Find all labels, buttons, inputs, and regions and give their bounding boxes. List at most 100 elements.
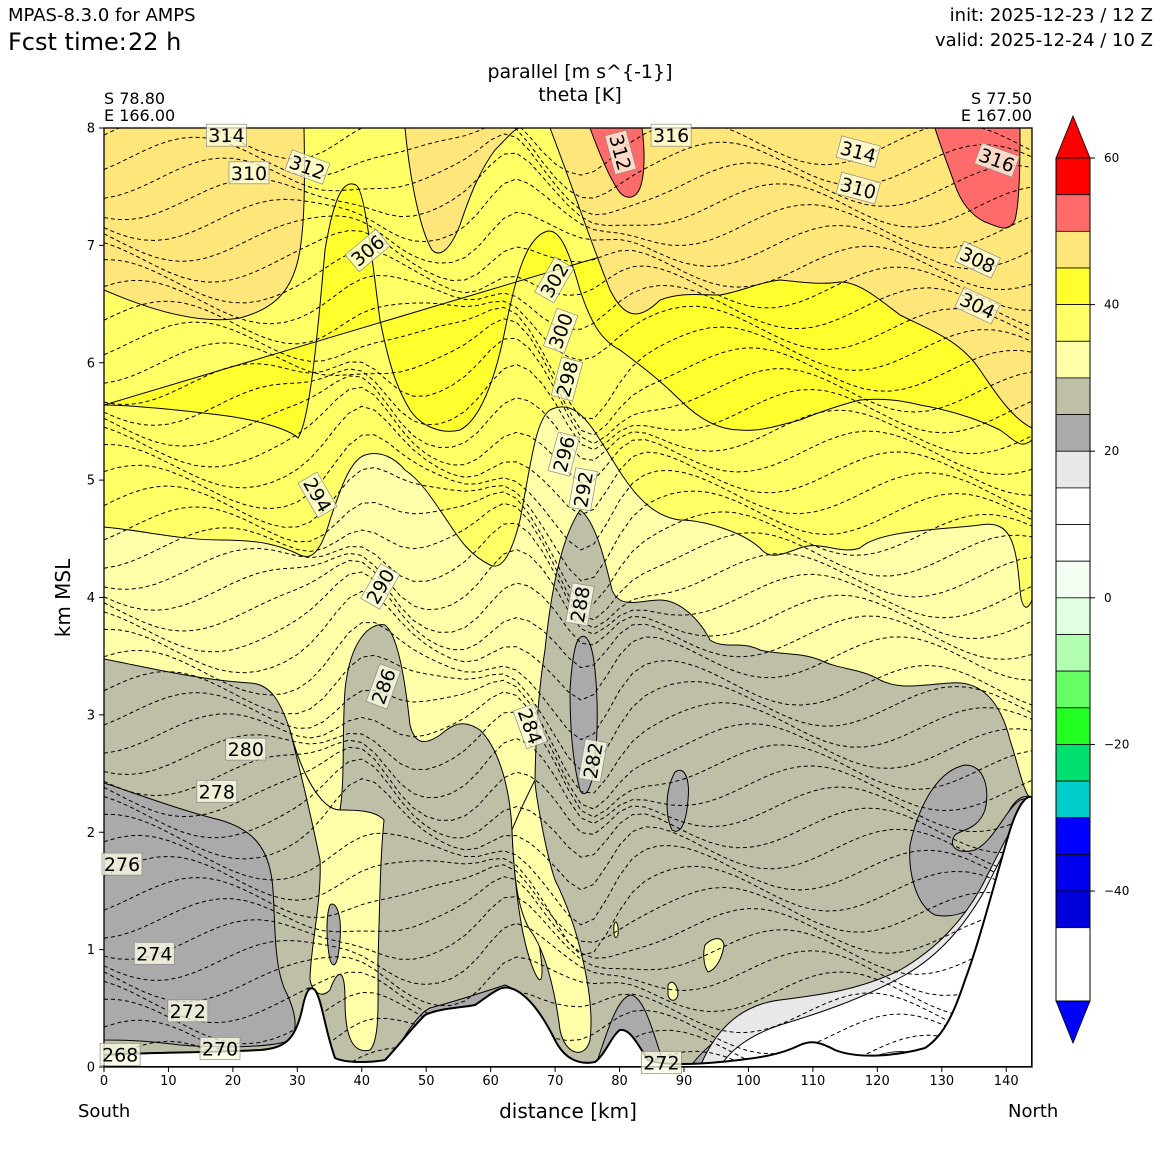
- terrain: [104, 795, 1032, 1067]
- colorbar-level: [1055, 597, 1091, 635]
- x-tick-label: 120: [865, 1074, 890, 1089]
- x-tick-label: 140: [994, 1074, 1019, 1089]
- theta-label-box: [344, 228, 391, 273]
- theta-isentrope: [104, 466, 1032, 582]
- theta-isentrope: [104, 922, 1032, 996]
- y-tick-label: 5: [87, 474, 95, 489]
- y-tick-label: 6: [87, 356, 95, 371]
- theta-label-box: [835, 135, 881, 168]
- colorbar-level: [1055, 450, 1091, 489]
- x-tick-label: 90: [676, 1074, 693, 1089]
- chart-title-wind: parallel [m s^{-1}]: [487, 61, 673, 83]
- forecast-time: Fcst time:22 h: [8, 28, 181, 56]
- theta-label-box: [641, 1051, 682, 1074]
- theta-isentrope: [104, 679, 1032, 794]
- x-tick-label: 130: [929, 1074, 954, 1089]
- left-endpoint-lon: E 166.00: [104, 106, 176, 125]
- y-tick-label: 8: [87, 122, 95, 137]
- theta-label: 314: [206, 123, 247, 147]
- theta-isentrope: [104, 491, 1032, 605]
- theta-isentrope: [104, 855, 1032, 956]
- right-endpoint-lat: S 77.50: [970, 89, 1032, 108]
- colorbar-level: [1055, 194, 1091, 232]
- wind-patch-b: [667, 981, 679, 1001]
- theta-label-box: [547, 431, 581, 477]
- theta-isentrope: [104, 318, 1032, 436]
- theta-isentrope: [104, 178, 1032, 249]
- theta-isentrope: [104, 300, 1032, 361]
- colorbar-level: [1055, 267, 1091, 306]
- theta-isentrope: [104, 522, 1032, 629]
- direction-south: South: [78, 1101, 131, 1122]
- theta-label-text: 270: [202, 1038, 238, 1060]
- theta-label-box: [365, 663, 401, 710]
- colorbar-level: [1055, 157, 1091, 196]
- theta-isentrope: [104, 746, 1032, 835]
- x-tick-label: 70: [547, 1074, 564, 1089]
- x-tick-label: 80: [611, 1074, 628, 1089]
- colorbar-level: [1055, 744, 1091, 782]
- wind-tongue-1: [289, 729, 385, 1052]
- forecast-time-label: Fcst time:: [8, 28, 127, 56]
- theta-label: 308: [954, 240, 1001, 279]
- theta-label-box: [954, 240, 1001, 279]
- colorbar-extend-min: [1055, 1000, 1091, 1045]
- theta-label-box: [954, 286, 1001, 325]
- colorbar-tick-label: −20: [1104, 737, 1129, 751]
- x-tick-label: 110: [800, 1074, 825, 1089]
- theta-label-text: 280: [228, 739, 264, 761]
- colorbar-tick-label: 0: [1104, 591, 1112, 605]
- theta-label: 310: [228, 161, 270, 185]
- y-tick-label: 3: [87, 708, 95, 723]
- theta-label: 268: [99, 1042, 141, 1066]
- colorbar-tick-label: −40: [1104, 884, 1129, 898]
- colorbar-tick-label: 40: [1104, 298, 1119, 312]
- colorbar-level: [1055, 340, 1091, 379]
- wind-band-45-50-mid: [404, 128, 521, 254]
- theta-isentrope: [104, 864, 1032, 943]
- theta-isentrope: [104, 559, 1032, 646]
- theta-label-text: 274: [136, 943, 172, 965]
- theta-label-text: 310: [231, 163, 267, 185]
- colorbar-level: [1055, 230, 1091, 269]
- wind-band-45-50-left: [104, 128, 305, 321]
- theta-isentrope: [104, 386, 1032, 484]
- y-tick-label: 2: [87, 826, 95, 841]
- theta-isentrope: [104, 654, 1032, 771]
- colorbar-frame: [1055, 157, 1091, 1002]
- theta-isentrope: [104, 832, 1032, 926]
- x-tick-label: 0: [100, 1074, 108, 1089]
- colorbar-level: [1055, 890, 1091, 929]
- theta-label-box: [101, 852, 143, 876]
- theta-label-box: [167, 999, 209, 1023]
- theta-label-box: [99, 1042, 141, 1066]
- theta-label-box: [297, 471, 338, 519]
- theta-isentrope: [104, 691, 1032, 810]
- theta-label-box: [835, 171, 881, 205]
- direction-north: North: [1008, 1101, 1059, 1122]
- colorbar-level: [1055, 377, 1091, 415]
- wind-patch-c: [613, 921, 619, 938]
- theta-label-text: 314: [208, 125, 244, 147]
- theta-label: 304: [954, 286, 1001, 325]
- theta-isentrope: [104, 229, 1032, 291]
- theta-isentrope: [104, 621, 1032, 741]
- theta-label: 284: [512, 703, 548, 750]
- theta-label-box: [568, 467, 598, 512]
- theta-isentrope: [104, 590, 1032, 701]
- axes: 0 10 20 30 40 50 60 70 80 90 100 110 120 130 140 0 1 2 3 4 5…: [87, 122, 1019, 1090]
- theta-label: 276: [101, 852, 143, 876]
- colorbar: 60 40 20 0 −20 −40: [1055, 114, 1129, 1045]
- theta-label-text: 272: [643, 1053, 679, 1075]
- x-tick-label: 10: [160, 1074, 177, 1089]
- theta-label: 272: [167, 999, 209, 1023]
- colorbar-level: [1055, 780, 1091, 819]
- wind-band-20-25-b: [666, 769, 689, 832]
- theta-label-box: [650, 123, 692, 147]
- theta-isentrope: [104, 778, 1032, 891]
- theta-isentrope: [104, 434, 1032, 551]
- theta-label-box: [973, 142, 1020, 178]
- theta-isentrope: [104, 991, 1032, 1060]
- theta-label-box: [360, 563, 401, 610]
